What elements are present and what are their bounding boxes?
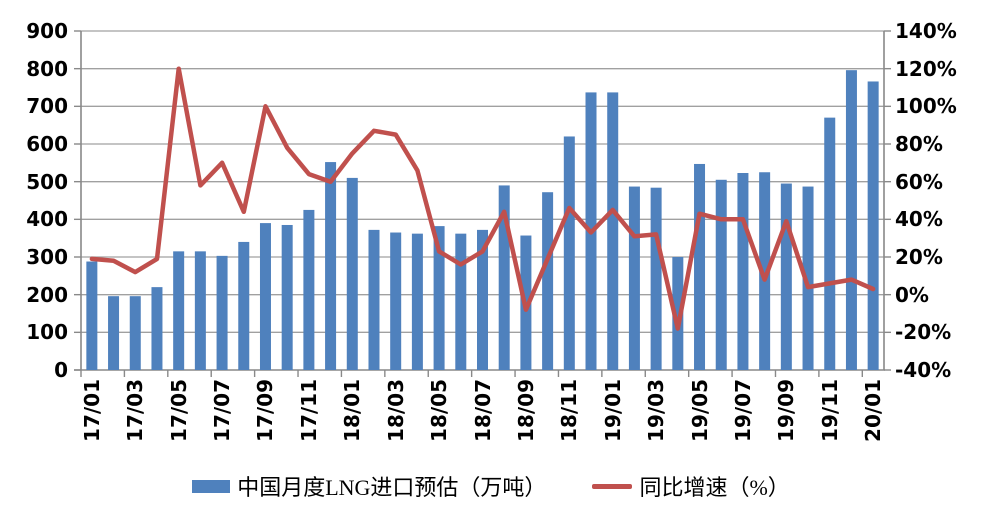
bar-19/09 [780,183,792,370]
x-axis-label-19/11: 19/11 [817,379,842,442]
bar-17/12 [325,162,337,370]
bar-19/08 [759,172,771,370]
x-axis-label-20/01: 20/01 [861,379,886,442]
y-axis-right-label: 120% [895,56,957,81]
bar-17/11 [303,209,315,370]
x-axis-label-18/01: 18/01 [340,379,365,442]
y-axis-right-label: 140% [895,19,957,43]
bar-17/09 [259,223,271,370]
bar-18/10 [542,192,554,370]
bar-18/11 [563,136,575,370]
x-axis-label-17/07: 17/07 [210,379,235,442]
bar-17/04 [151,287,163,370]
y-axis-left-label: 900 [26,19,68,43]
bar-18/08 [498,185,510,370]
bar-series-label: 中国月度LNG进口预估（万吨） [237,475,547,500]
bar-19/11 [824,117,836,370]
growth-line [89,66,876,331]
bar-20/01 [867,81,879,370]
bar-19/05 [694,163,706,370]
y-axis-left-label: 0 [54,358,68,382]
y-axis-right-label: 80% [895,132,943,156]
bar-17/08 [238,241,250,370]
bar-19/10 [802,186,814,370]
bar-18/01 [346,177,358,370]
x-axis-label-18/03: 18/03 [383,379,408,442]
x-axis-label-18/05: 18/05 [427,379,452,442]
bar-17/02 [108,296,120,370]
legend-item-line-series: 同比增速（%） [592,470,790,502]
bar-18/05 [433,226,445,370]
bar-17/01 [86,261,98,370]
y-axis-right-label: 0% [895,282,929,307]
x-axis-label-17/11: 17/11 [296,379,321,442]
bar-19/07 [737,173,749,370]
x-axis-label-19/01: 19/01 [600,379,625,442]
y-axis-left-label: 600 [26,132,68,156]
y-axis-left-label: 700 [26,94,68,119]
x-axis-label-17/03: 17/03 [123,379,148,442]
bar-18/02 [368,229,380,370]
bar-19/04 [672,257,684,370]
legend: 中国月度LNG进口预估（万吨） 同比增速（%） [0,470,982,502]
bar-19/01 [607,92,619,371]
bar-series-swatch-icon [192,479,231,493]
line-series-label: 同比增速（%） [639,475,790,500]
y-axis-left-label: 100 [26,320,68,345]
bar-19/12 [845,70,857,371]
y-axis-right-label: 100% [895,94,957,119]
y-axis-left-label: 200 [26,282,68,307]
x-axis-label-19/05: 19/05 [687,379,712,442]
y-axis-right-label: 20% [895,245,943,269]
y-axis-left-label: 300 [26,245,68,269]
bar-17/05 [173,251,185,370]
bar-18/06 [455,233,467,370]
bar-18/03 [390,232,402,370]
x-axis-label-19/03: 19/03 [644,379,669,442]
x-axis-label-17/05: 17/05 [166,379,191,442]
y-axis-left-label: 800 [26,56,68,81]
bar-17/06 [194,251,206,370]
bar-19/03 [650,187,662,370]
bar-17/03 [129,296,141,370]
x-axis-label-19/09: 19/09 [774,379,799,442]
y-axis-right-label: 60% [895,169,943,194]
x-axis-label-17/01: 17/01 [79,379,104,442]
x-axis-label-18/07: 18/07 [470,379,495,442]
x-axis-label-18/09: 18/09 [513,379,538,442]
y-axis-right-label: -40% [895,358,952,382]
legend-item-bar-series: 中国月度LNG进口预估（万吨） [192,470,546,502]
y-axis-right-label: -20% [895,320,952,345]
bar-17/07 [216,255,228,370]
x-axis-label-19/07: 19/07 [730,379,755,442]
bar-19/02 [628,186,640,370]
bar-18/04 [411,233,423,370]
x-axis-label-17/09: 17/09 [253,379,278,442]
y-axis-left-label: 400 [26,207,68,232]
line-series-swatch-icon [592,483,633,489]
x-axis-label-18/11: 18/11 [557,379,582,442]
bar-19/06 [715,179,727,370]
y-axis-left-label: 500 [26,169,68,194]
bar-18/07 [477,229,488,370]
y-axis-right-label: 40% [895,207,943,232]
bar-17/10 [281,224,293,370]
